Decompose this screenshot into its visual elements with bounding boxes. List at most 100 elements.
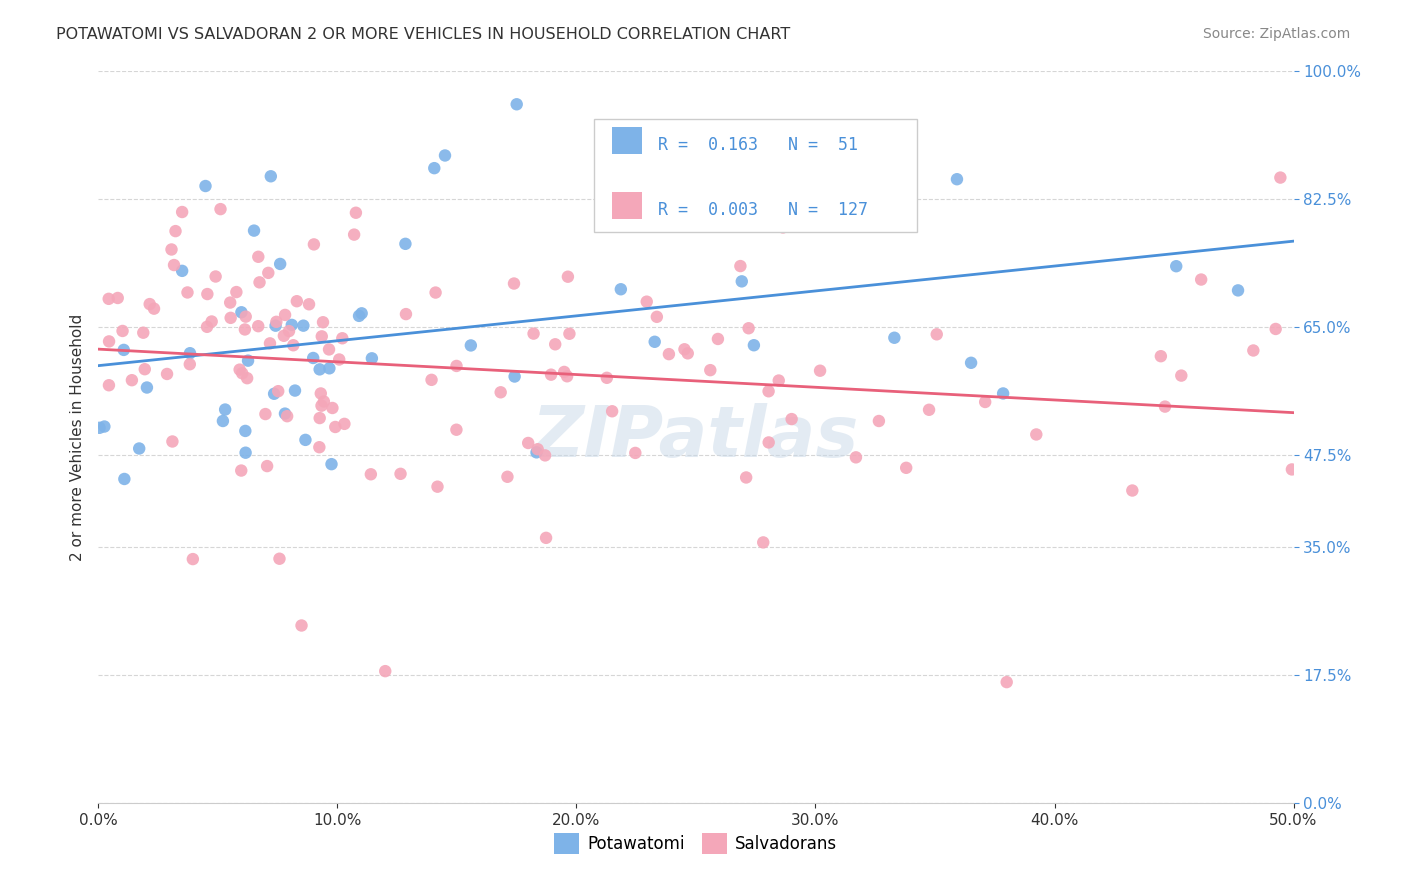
Point [163, 258, 186, 272]
Point [267, 384, 290, 399]
Point [236, 353, 259, 368]
Point [610, 282, 633, 296]
Point [121, 373, 143, 387]
Point [231, 366, 253, 380]
Text: R =  0.163   N =  51: R = 0.163 N = 51 [658, 136, 858, 154]
Point [517, 436, 540, 450]
Point [1227, 284, 1250, 298]
Point [676, 346, 699, 360]
Point [434, 148, 457, 162]
Point [176, 285, 198, 300]
Point [112, 343, 135, 357]
Point [534, 531, 557, 545]
Point [506, 97, 529, 112]
Point [233, 322, 256, 336]
Point [256, 459, 278, 474]
Point [1166, 259, 1188, 273]
Point [98, 334, 121, 349]
Point [249, 276, 271, 290]
Point [780, 412, 803, 426]
FancyBboxPatch shape [613, 192, 643, 219]
Point [673, 343, 696, 357]
Point [699, 363, 721, 377]
Point [1189, 272, 1212, 286]
Point [179, 357, 201, 371]
Point [503, 369, 526, 384]
Point [219, 295, 242, 310]
Point [727, 211, 749, 226]
Point [735, 470, 758, 484]
Point [311, 329, 333, 343]
Point [260, 169, 283, 184]
Point [883, 331, 905, 345]
Point [225, 285, 247, 299]
Point [111, 324, 134, 338]
Point [360, 467, 382, 482]
Point [394, 236, 416, 251]
FancyBboxPatch shape [595, 119, 917, 232]
Point [274, 407, 297, 421]
Point [772, 220, 794, 235]
Point [918, 402, 941, 417]
Point [446, 423, 468, 437]
Point [526, 442, 548, 457]
Point [212, 414, 235, 428]
Point [737, 321, 759, 335]
Point [233, 424, 256, 438]
Point [243, 224, 266, 238]
Point [274, 308, 297, 322]
Point [1121, 483, 1143, 498]
Point [311, 399, 333, 413]
Point [269, 551, 291, 566]
Point [318, 361, 340, 376]
Point [254, 407, 277, 421]
Point [284, 384, 307, 398]
Point [201, 314, 224, 328]
Point [298, 297, 321, 311]
Point [557, 269, 579, 284]
Point [852, 181, 875, 195]
Point [658, 347, 681, 361]
Point [350, 306, 373, 320]
Text: Source: ZipAtlas.com: Source: ZipAtlas.com [1202, 27, 1350, 41]
Point [1170, 368, 1192, 383]
Point [995, 675, 1018, 690]
Point [624, 446, 647, 460]
Point [278, 324, 301, 338]
Point [156, 367, 179, 381]
Point [534, 449, 557, 463]
Point [991, 386, 1014, 401]
Point [423, 161, 446, 176]
Point [645, 310, 668, 324]
Point [1150, 349, 1173, 363]
Point [263, 386, 285, 401]
Point [321, 457, 343, 471]
Point [752, 535, 775, 549]
Point [235, 446, 257, 460]
Point [134, 362, 156, 376]
Point [308, 411, 330, 425]
Point [868, 414, 890, 428]
Point [231, 464, 253, 478]
Point [273, 328, 295, 343]
Point [257, 266, 280, 280]
Point [308, 362, 330, 376]
Point [758, 384, 780, 399]
Point [974, 395, 997, 409]
Point [731, 274, 754, 288]
Point [347, 309, 370, 323]
Point [259, 336, 281, 351]
Point [204, 269, 226, 284]
Point [302, 351, 325, 365]
Point [925, 327, 948, 342]
Point [1264, 322, 1286, 336]
Point [209, 202, 232, 216]
Point [214, 402, 236, 417]
Point [960, 356, 983, 370]
Point [97, 378, 120, 392]
Point [89, 421, 111, 435]
Point [194, 179, 217, 194]
Point [112, 472, 135, 486]
Point [1270, 170, 1292, 185]
Text: ZIPatlas: ZIPatlas [533, 402, 859, 472]
